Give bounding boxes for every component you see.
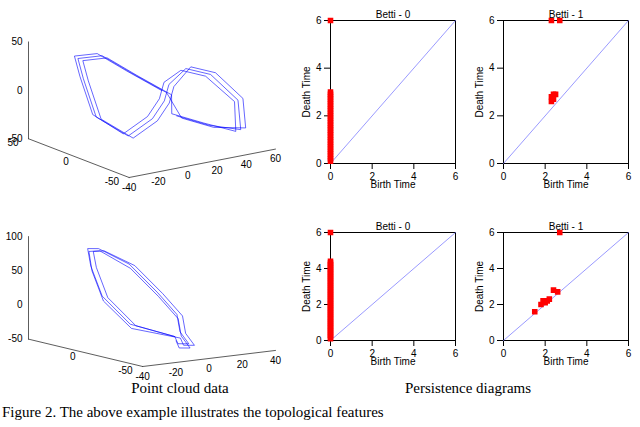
svg-text:0: 0 <box>328 171 334 182</box>
svg-text:4: 4 <box>316 62 322 73</box>
svg-text:4: 4 <box>584 347 590 359</box>
svg-text:6: 6 <box>316 227 322 238</box>
svg-text:20: 20 <box>237 359 249 370</box>
svg-text:4: 4 <box>411 170 417 182</box>
svg-text:40: 40 <box>241 159 253 170</box>
svg-text:20: 20 <box>211 165 223 176</box>
svg-text:Death Time: Death Time <box>301 66 312 118</box>
svg-text:2: 2 <box>369 347 375 359</box>
svg-text:Death Time: Death Time <box>301 260 312 312</box>
svg-text:0: 0 <box>17 85 23 96</box>
svg-text:0: 0 <box>489 158 495 169</box>
svg-text:4: 4 <box>489 263 495 274</box>
svg-text:6: 6 <box>626 171 632 182</box>
svg-text:4: 4 <box>489 62 495 73</box>
svg-text:6: 6 <box>489 15 495 26</box>
svg-text:Death Time: Death Time <box>474 66 485 118</box>
svg-text:0: 0 <box>206 363 212 374</box>
svg-text:6: 6 <box>626 348 632 359</box>
svg-text:-20: -20 <box>151 176 166 187</box>
svg-text:2: 2 <box>489 110 495 121</box>
html-text:Point cloud data: Point cloud data <box>131 380 229 396</box>
svg-text:2: 2 <box>369 170 375 182</box>
svg-text:-20: -20 <box>169 367 184 378</box>
svg-text:-50: -50 <box>118 365 133 376</box>
svg-text:-40: -40 <box>135 370 150 382</box>
svg-text:0: 0 <box>316 335 322 346</box>
svg-text:Betti - 0: Betti - 0 <box>376 221 411 232</box>
svg-text:Betti - 0: Betti - 0 <box>376 9 411 20</box>
svg-text:-50: -50 <box>105 176 120 187</box>
svg-text:Birth Time: Birth Time <box>370 356 415 367</box>
svg-text:2: 2 <box>316 299 322 310</box>
html-text:Figure 2. The above example il: Figure 2. The above example illustrates … <box>2 404 384 420</box>
svg-text:Betti - 1: Betti - 1 <box>549 221 584 232</box>
svg-text:0: 0 <box>501 171 507 182</box>
svg-text:4: 4 <box>316 263 322 274</box>
svg-text:6: 6 <box>453 348 459 359</box>
svg-text:100: 100 <box>6 231 23 242</box>
svg-text:0: 0 <box>316 158 322 169</box>
svg-text:4: 4 <box>411 347 417 359</box>
svg-text:6: 6 <box>489 227 495 238</box>
svg-text:0: 0 <box>17 299 23 310</box>
svg-text:-50: -50 <box>8 333 23 344</box>
svg-text:2: 2 <box>316 110 322 121</box>
svg-text:0: 0 <box>501 348 507 359</box>
svg-text:50: 50 <box>11 36 23 47</box>
svg-text:-50: -50 <box>8 133 23 144</box>
svg-text:-40: -40 <box>122 182 137 193</box>
svg-text:6: 6 <box>453 171 459 182</box>
svg-text:Death Time: Death Time <box>474 260 485 312</box>
svg-text:0: 0 <box>328 348 334 359</box>
svg-text:0: 0 <box>70 351 76 362</box>
svg-text:40: 40 <box>270 355 282 366</box>
svg-text:0: 0 <box>63 156 69 167</box>
svg-text:Betti - 1: Betti - 1 <box>549 9 584 20</box>
svg-text:Birth Time: Birth Time <box>543 179 588 190</box>
svg-text:60: 60 <box>270 153 282 164</box>
svg-text:6: 6 <box>316 15 322 26</box>
svg-text:Birth Time: Birth Time <box>543 356 588 367</box>
svg-text:2: 2 <box>542 170 548 182</box>
svg-text:50: 50 <box>11 265 23 276</box>
html-text:Persistence diagrams: Persistence diagrams <box>404 380 532 396</box>
svg-text:4: 4 <box>584 170 590 182</box>
svg-text:2: 2 <box>489 299 495 310</box>
svg-text:0: 0 <box>185 170 191 181</box>
svg-text:2: 2 <box>542 347 548 359</box>
svg-text:0: 0 <box>489 335 495 346</box>
svg-text:Birth Time: Birth Time <box>370 179 415 190</box>
